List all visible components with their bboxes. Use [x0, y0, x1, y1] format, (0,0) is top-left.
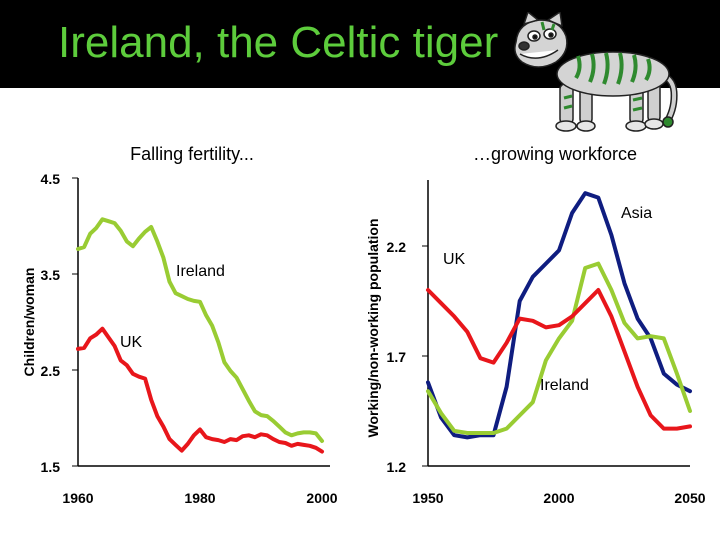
workforce-y-tick-label: 1.7 [387, 349, 407, 365]
workforce-chart: …growing workforce Working/non-working p… [365, 144, 706, 506]
fertility-annotation-uk: UK [120, 334, 143, 351]
workforce-annotation-ireland: Ireland [540, 377, 589, 394]
workforce-x-tick-label: 1950 [412, 490, 443, 506]
fertility-y-tick-label: 3.5 [41, 267, 61, 283]
fertility-y-tick-label: 1.5 [41, 459, 61, 475]
fertility-series-ireland-line [76, 217, 324, 443]
workforce-y-tick-label: 2.2 [387, 239, 407, 255]
workforce-y-tick-label: 1.2 [387, 459, 407, 475]
tiger-illustration [514, 12, 678, 132]
fertility-chart-title: Falling fertility... [130, 144, 254, 164]
fertility-x-tick-label: 2000 [306, 490, 337, 506]
fertility-annotation-ireland: Ireland [176, 263, 225, 280]
fertility-x-tick-label: 1980 [184, 490, 215, 506]
workforce-series-asia-line [426, 191, 692, 440]
fertility-y-axis-label: Children/woman [21, 268, 37, 377]
fertility-chart: Falling fertility... Children/woman 4.5 … [21, 144, 338, 506]
workforce-annotation-asia: Asia [621, 205, 652, 222]
fertility-y-tick-label: 2.5 [41, 363, 61, 379]
fertility-series-group [76, 217, 324, 454]
workforce-x-tick-label: 2050 [674, 490, 705, 506]
workforce-series-group [426, 191, 692, 440]
fertility-series-uk-line [76, 326, 324, 454]
fertility-x-tick-label: 1960 [62, 490, 93, 506]
workforce-y-axis-label: Working/non-working population [365, 218, 381, 437]
workforce-chart-title: …growing workforce [473, 144, 637, 164]
slide-title: Ireland, the Celtic tiger [58, 18, 499, 67]
workforce-x-tick-label: 2000 [543, 490, 574, 506]
workforce-annotation-uk: UK [443, 251, 466, 268]
fertility-y-tick-label: 4.5 [41, 171, 61, 187]
workforce-series-uk-line [426, 288, 692, 431]
workforce-series-ireland-line [426, 261, 692, 435]
